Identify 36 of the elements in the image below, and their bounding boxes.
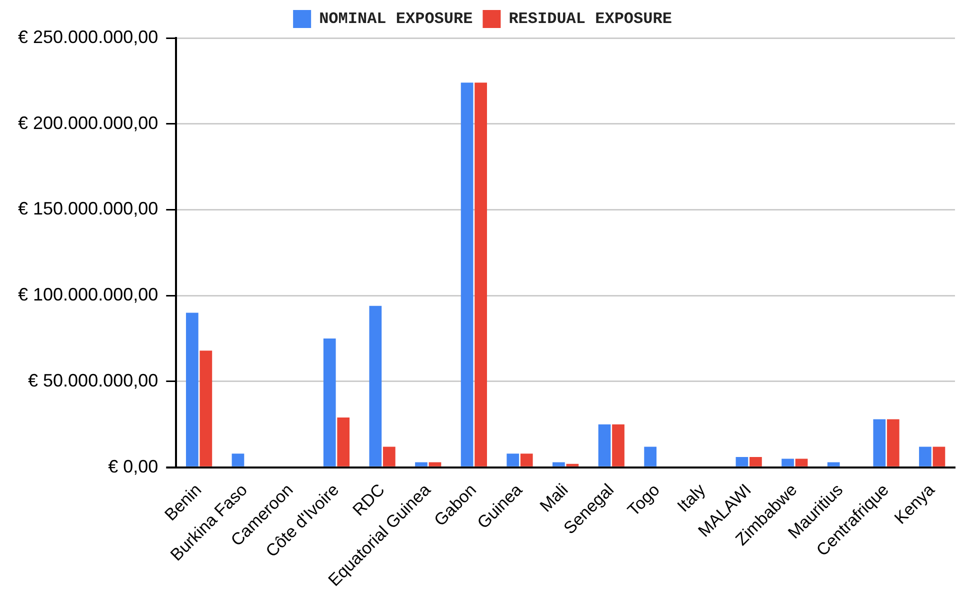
bar	[827, 462, 840, 466]
bar	[552, 462, 565, 466]
bar	[932, 446, 946, 466]
bar	[644, 446, 657, 466]
bar	[323, 338, 336, 466]
bar	[919, 446, 932, 466]
legend-label: NOMINAL EXPOSURE	[319, 10, 473, 28]
bar	[795, 458, 808, 466]
bar	[186, 312, 198, 466]
bar	[415, 462, 428, 466]
bar	[337, 418, 350, 466]
y-tick-label: € 50.000.000,00	[28, 370, 158, 390]
bar	[736, 457, 748, 466]
bar	[873, 419, 886, 466]
bar	[232, 454, 244, 466]
bar	[750, 457, 762, 466]
bar	[598, 424, 611, 466]
bar	[782, 458, 794, 466]
bar	[460, 82, 474, 466]
bar	[382, 446, 396, 466]
bar	[612, 424, 624, 466]
bar	[520, 454, 533, 466]
y-tick-label: € 150.000.000,00	[18, 198, 158, 219]
legend-label: RESIDUAL EXPOSURE	[508, 10, 672, 28]
y-tick-label: € 0,00	[108, 456, 158, 476]
x-tick-label: Togo	[624, 480, 664, 520]
bar	[200, 350, 212, 466]
bar	[369, 306, 382, 466]
bar	[566, 464, 579, 466]
bar	[474, 82, 487, 466]
bar	[428, 462, 442, 466]
y-tick-label: € 100.000.000,00	[18, 284, 158, 305]
y-tick-label: € 250.000.000,00	[18, 26, 158, 47]
bar	[506, 454, 520, 466]
y-tick-label: € 200.000.000,00	[18, 112, 158, 133]
bar	[886, 419, 900, 466]
